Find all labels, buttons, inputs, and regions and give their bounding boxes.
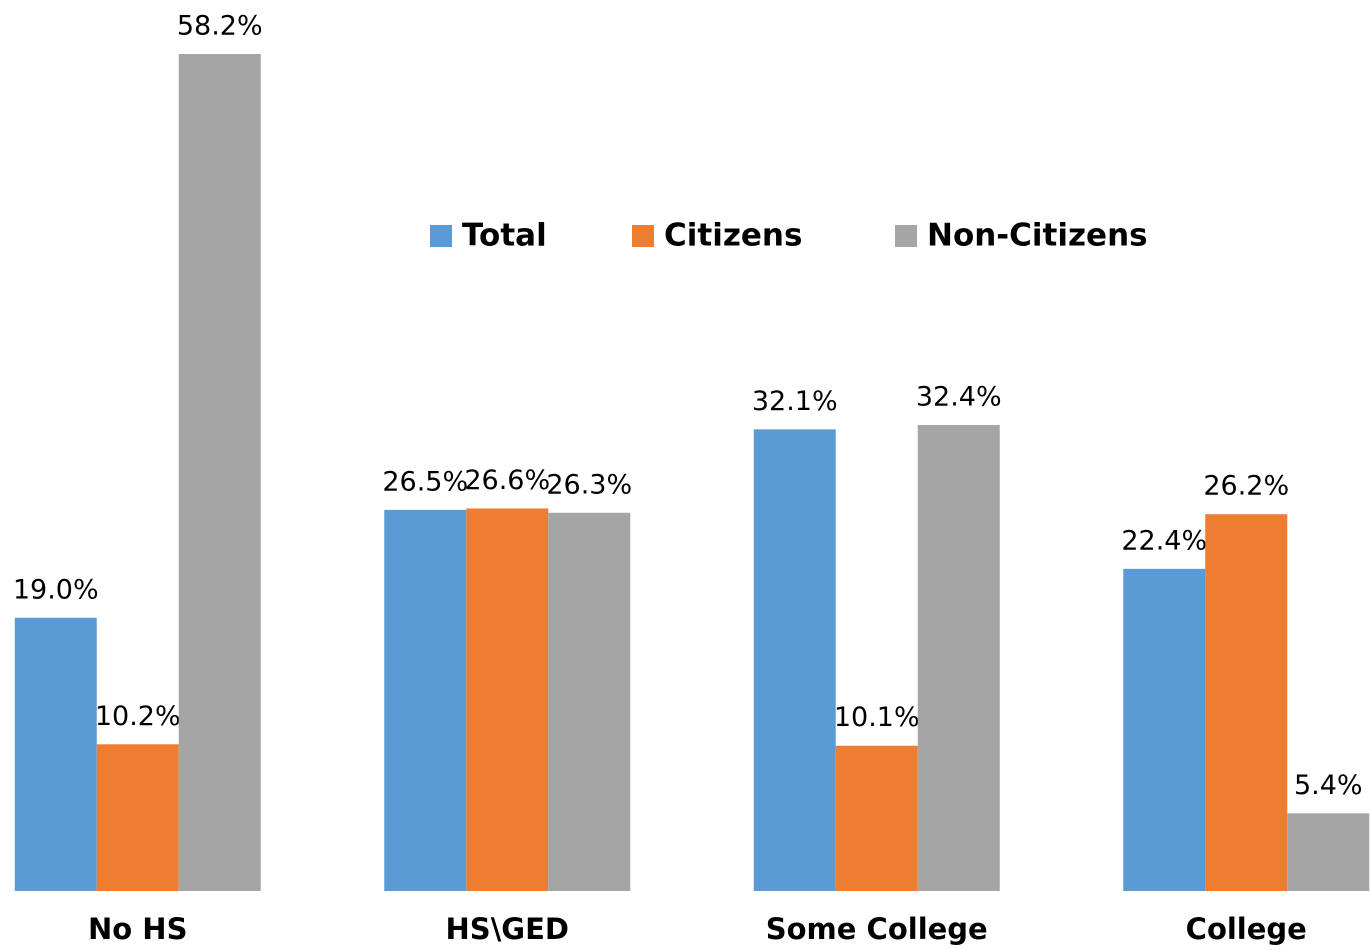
data-label: 26.3% bbox=[546, 469, 632, 500]
x-tick-label: No HS bbox=[88, 912, 187, 946]
data-label: 58.2% bbox=[177, 11, 263, 42]
data-label: 5.4% bbox=[1294, 770, 1363, 801]
data-label: 22.4% bbox=[1121, 525, 1207, 556]
legend-label: Total bbox=[462, 218, 547, 254]
data-label: 10.1% bbox=[834, 702, 920, 733]
bar bbox=[96, 744, 179, 891]
x-tick-label: College bbox=[1186, 912, 1307, 946]
bar bbox=[917, 425, 1000, 891]
data-label: 19.0% bbox=[13, 574, 99, 605]
data-label: 10.2% bbox=[95, 701, 181, 732]
bar bbox=[178, 54, 261, 891]
data-label: 32.4% bbox=[916, 382, 1002, 413]
data-label: 26.2% bbox=[1203, 471, 1289, 502]
bar bbox=[548, 512, 631, 891]
legend-swatch bbox=[632, 225, 654, 247]
bar bbox=[1123, 568, 1206, 891]
legend-swatch bbox=[430, 225, 452, 247]
x-tick-label: HS\GED bbox=[446, 912, 569, 946]
legend-label: Non-Citizens bbox=[927, 218, 1148, 254]
x-tick-label: Some College bbox=[766, 912, 988, 946]
data-label: 26.5% bbox=[382, 466, 468, 497]
bar bbox=[753, 429, 836, 891]
bar bbox=[1287, 813, 1370, 891]
data-label: 32.1% bbox=[752, 386, 838, 417]
bar bbox=[1205, 514, 1288, 891]
bar bbox=[14, 617, 97, 891]
bar bbox=[384, 509, 467, 891]
data-label: 26.6% bbox=[464, 465, 550, 496]
legend-label: Citizens bbox=[664, 218, 802, 254]
legend-swatch bbox=[895, 225, 917, 247]
bar bbox=[835, 745, 918, 891]
bar bbox=[466, 508, 549, 891]
